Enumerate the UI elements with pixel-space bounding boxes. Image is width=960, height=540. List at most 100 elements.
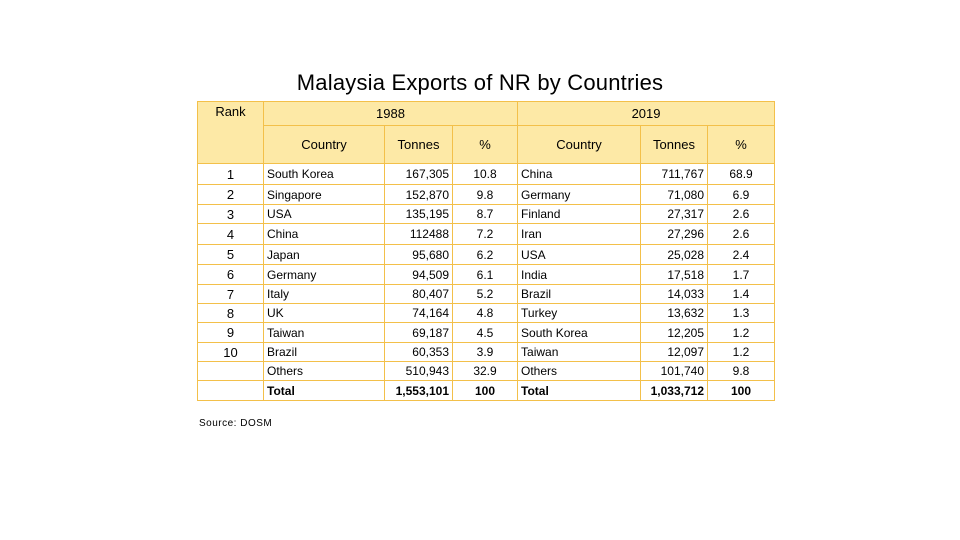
country-2019-cell: Germany (517, 184, 642, 205)
total-tonnes-1988: 1,553,101 (384, 380, 453, 401)
country-1988-cell: Brazil (263, 342, 385, 362)
pct-2019-cell: 1.2 (707, 342, 776, 362)
pct-1988-cell: 4.5 (451, 322, 519, 343)
pct-2019-cell: 2.6 (707, 204, 776, 224)
country-2019-cell: China (517, 163, 642, 185)
country-2019-cell: Iran (517, 223, 642, 245)
pct-1988-cell: 5.2 (451, 284, 519, 304)
year-header-row: Rank 1988 2019 (197, 101, 776, 164)
table-row: 5 Japan 95,680 6.2 USA 25,028 2.4 (197, 244, 776, 265)
tonnes-2019-cell: 14,033 (640, 284, 709, 304)
source-note: Source: DOSM (199, 418, 273, 429)
country-1988-cell: Taiwan (263, 322, 385, 343)
table-row: 2 Singapore 152,870 9.8 Germany 71,080 6.9 (197, 184, 776, 205)
rank-cell: 7 (197, 284, 264, 304)
pct-1988-cell: 10.8 (451, 163, 519, 185)
country-1988-cell: China (263, 223, 385, 245)
rank-cell: 6 (197, 264, 264, 285)
total-rank-cell (197, 380, 264, 401)
tonnes-2019-cell: 13,632 (640, 303, 709, 323)
pct-2019-cell: 1.3 (707, 303, 776, 323)
exports-table: Rank 1988 2019 Country Tonnes % Country … (197, 101, 776, 401)
country-1988-cell: Japan (263, 244, 385, 265)
tonnes-2019-cell: 27,296 (640, 223, 709, 245)
country-2019-cell: Turkey (517, 303, 642, 323)
pct-1988-cell: 6.2 (451, 244, 519, 265)
rank-cell: 8 (197, 303, 264, 323)
others-tonnes-1988: 510,943 (384, 361, 453, 381)
table-row: 3 USA 135,195 8.7 Finland 27,317 2.6 (197, 204, 776, 224)
others-label-2019: Others (517, 361, 642, 381)
tonnes-1988-cell: 152,870 (384, 184, 453, 205)
tonnes-1988-cell: 69,187 (384, 322, 453, 343)
country-1988-cell: UK (263, 303, 385, 323)
tonnes-1988-cell: 135,195 (384, 204, 453, 224)
table-row: 9 Taiwan 69,187 4.5 South Korea 12,205 1.2 (197, 322, 776, 343)
rank-cell: 10 (197, 342, 264, 362)
pct-1988-cell: 4.8 (451, 303, 519, 323)
country-1988-cell: USA (263, 204, 385, 224)
column-header-row: Country Tonnes % Country Tonnes % (197, 125, 776, 164)
tonnes-1988-cell: 60,353 (384, 342, 453, 362)
country-2019-cell: Finland (517, 204, 642, 224)
pct-2019-cell: 2.4 (707, 244, 776, 265)
rank-cell: 1 (197, 163, 264, 185)
total-label-2019: Total (517, 380, 642, 401)
rank-cell: 9 (197, 322, 264, 343)
country-1988-cell: Italy (263, 284, 385, 304)
year-2019-header: 2019 (517, 101, 776, 126)
total-pct-1988: 100 (451, 380, 519, 401)
country-1988-cell: South Korea (263, 163, 385, 185)
pct-2019-cell: 1.4 (707, 284, 776, 304)
table-row: 7 Italy 80,407 5.2 Brazil 14,033 1.4 (197, 284, 776, 304)
pct-1988-cell: 7.2 (451, 223, 519, 245)
tonnes-2019-cell: 12,097 (640, 342, 709, 362)
page-title: Malaysia Exports of NR by Countries (296, 70, 664, 95)
pct-2019-cell: 1.7 (707, 264, 776, 285)
table-row: 4 China 112488 7.2 Iran 27,296 2.6 (197, 223, 776, 245)
country-2019-cell: Brazil (517, 284, 642, 304)
tonnes-1988-cell: 74,164 (384, 303, 453, 323)
rank-cell: 5 (197, 244, 264, 265)
rank-cell: 4 (197, 223, 264, 245)
pct-1988-header: % (451, 125, 519, 164)
country-1988-cell: Germany (263, 264, 385, 285)
country-1988-cell: Singapore (263, 184, 385, 205)
tonnes-1988-cell: 112488 (384, 223, 453, 245)
others-pct-1988: 32.9 (451, 361, 519, 381)
country-2019-cell: South Korea (517, 322, 642, 343)
others-rank-cell (197, 361, 264, 381)
tonnes-2019-cell: 17,518 (640, 264, 709, 285)
pct-2019-cell: 2.6 (707, 223, 776, 245)
tonnes-1988-cell: 80,407 (384, 284, 453, 304)
pct-2019-cell: 6.9 (707, 184, 776, 205)
tonnes-2019-cell: 711,767 (640, 163, 709, 185)
rank-cell: 2 (197, 184, 264, 205)
pct-2019-cell: 1.2 (707, 322, 776, 343)
rank-cell: 3 (197, 204, 264, 224)
table-row: 1 South Korea 167,305 10.8 China 711,767 68.9 (197, 163, 776, 185)
total-pct-2019: 100 (707, 380, 776, 401)
tonnes-2019-cell: 27,317 (640, 204, 709, 224)
tonnes-1988-header: Tonnes (384, 125, 453, 164)
tonnes-1988-cell: 167,305 (384, 163, 453, 185)
tonnes-1988-cell: 94,509 (384, 264, 453, 285)
rank-header: Rank (197, 101, 264, 164)
tonnes-2019-cell: 25,028 (640, 244, 709, 265)
others-pct-2019: 9.8 (707, 361, 776, 381)
table-row: 6 Germany 94,509 6.1 India 17,518 1.7 (197, 264, 776, 285)
table-row: 8 UK 74,164 4.8 Turkey 13,632 1.3 (197, 303, 776, 323)
country-1988-header: Country (263, 125, 385, 164)
pct-1988-cell: 8.7 (451, 204, 519, 224)
pct-1988-cell: 9.8 (451, 184, 519, 205)
table-row: 10 Brazil 60,353 3.9 Taiwan 12,097 1.2 (197, 342, 776, 362)
total-label-1988: Total (263, 380, 385, 401)
tonnes-2019-cell: 71,080 (640, 184, 709, 205)
tonnes-2019-header: Tonnes (640, 125, 709, 164)
total-row: Total 1,553,101 100 Total 1,033,712 100 (197, 380, 776, 401)
country-2019-cell: Taiwan (517, 342, 642, 362)
country-2019-header: Country (517, 125, 642, 164)
tonnes-2019-cell: 12,205 (640, 322, 709, 343)
others-row: Others 510,943 32.9 Others 101,740 9.8 (197, 361, 776, 381)
tonnes-1988-cell: 95,680 (384, 244, 453, 265)
